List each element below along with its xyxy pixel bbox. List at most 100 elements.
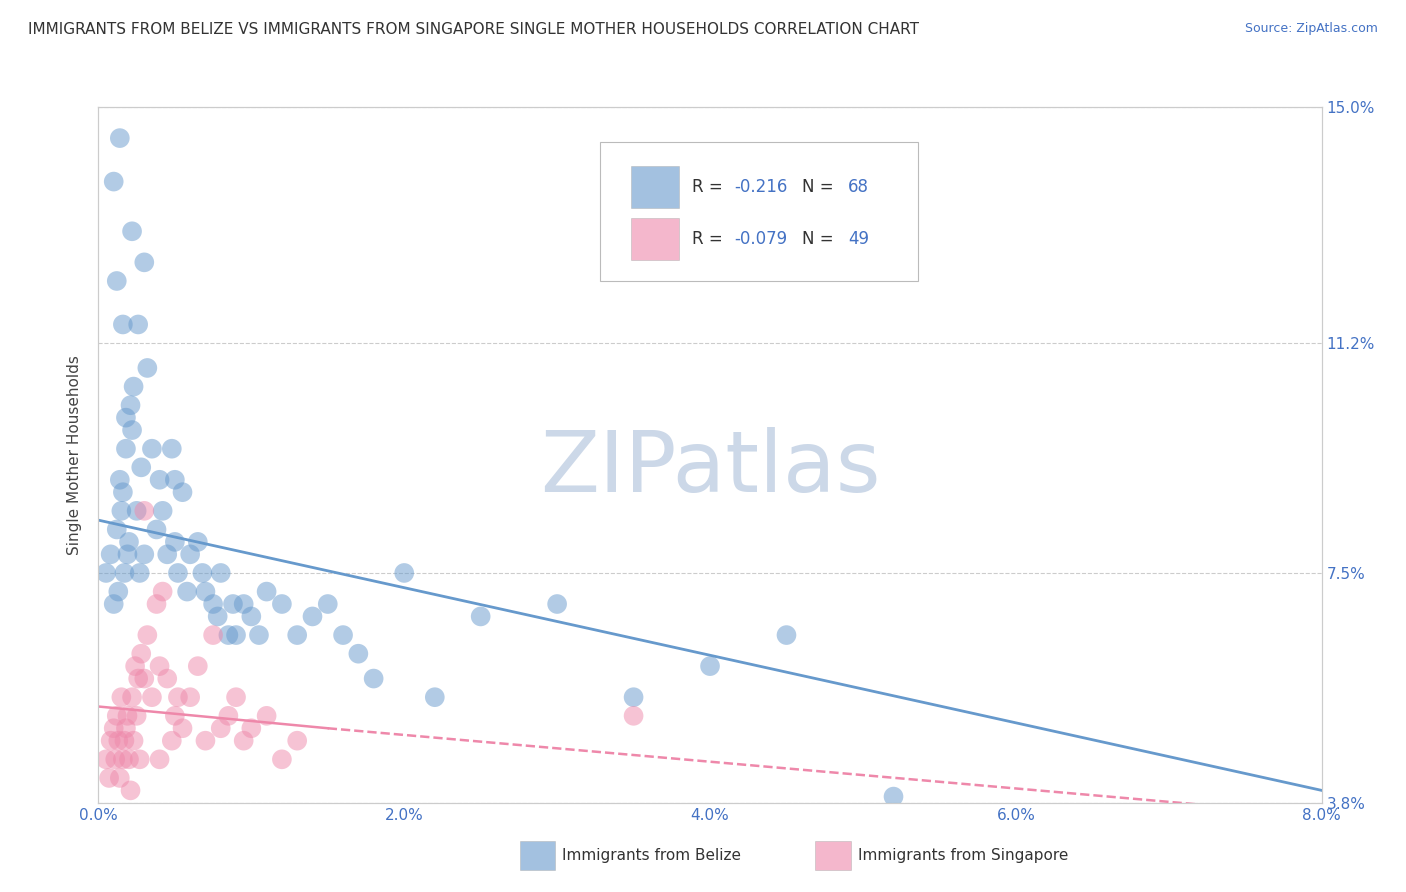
Point [225,628,247,642]
Bar [630,166,679,208]
Point [121,690,143,705]
Point [111,485,134,500]
Point [821,808,844,822]
Point [100,733,122,747]
Point [110,690,132,705]
Point [301,609,323,624]
Point [167,690,190,705]
Point [232,733,254,747]
Point [256,584,278,599]
Point [129,647,152,661]
Point [363,672,385,686]
Text: -0.079: -0.079 [734,230,787,248]
Point [172,721,194,735]
Point [122,379,145,393]
Point [128,752,150,766]
Point [108,473,131,487]
Point [118,752,141,766]
Point [423,690,446,705]
Point [163,473,186,487]
Point [217,708,239,723]
Point [149,752,172,766]
Text: Immigrants from Belize: Immigrants from Belize [562,848,741,863]
Point [94,752,117,766]
Point [129,460,152,475]
Text: Immigrants from Singapore: Immigrants from Singapore [858,848,1069,863]
Point [134,255,156,269]
Point [240,721,263,735]
Point [145,523,167,537]
Point [107,733,129,747]
Point [470,609,492,624]
Point [156,672,179,686]
Point [623,708,645,723]
Point [100,547,122,561]
Point [136,361,159,376]
Point [103,175,125,189]
Y-axis label: Single Mother Households: Single Mother Households [67,355,83,555]
Point [145,597,167,611]
Point [270,752,294,766]
Point [122,733,145,747]
Point [207,609,229,624]
Point [623,690,645,705]
Point [127,318,149,332]
Point [152,504,174,518]
Point [699,659,721,673]
Point [128,566,150,580]
Point [110,504,132,518]
Point [883,789,905,804]
Point [225,690,247,705]
Point [134,672,156,686]
Point [105,523,128,537]
Point [179,547,201,561]
Point [332,628,354,642]
Text: IMMIGRANTS FROM BELIZE VS IMMIGRANTS FROM SINGAPORE SINGLE MOTHER HOUSEHOLDS COR: IMMIGRANTS FROM BELIZE VS IMMIGRANTS FRO… [28,22,920,37]
Point [112,733,135,747]
Point [285,733,308,747]
Text: Source: ZipAtlas.com: Source: ZipAtlas.com [1244,22,1378,36]
Point [209,566,232,580]
Text: N =: N = [801,230,838,248]
Point [125,504,148,518]
Point [247,628,270,642]
Point [775,628,797,642]
Point [163,708,186,723]
Point [98,771,121,785]
Point [194,584,217,599]
Point [111,752,134,766]
Point [191,566,214,580]
Point [160,733,183,747]
Point [222,597,245,611]
Point [121,224,143,238]
Text: ZIPatlas: ZIPatlas [540,427,880,510]
Point [120,783,142,797]
Point [115,442,138,456]
Text: 68: 68 [848,178,869,196]
Point [187,659,209,673]
Text: 49: 49 [848,230,869,248]
Point [160,442,183,456]
Point [187,534,209,549]
Point [125,708,148,723]
Point [118,534,141,549]
Point [179,690,201,705]
Point [172,485,194,500]
Point [120,398,142,412]
Point [202,628,225,642]
Point [176,584,198,599]
Point [115,721,138,735]
Point [316,597,339,611]
Text: -0.216: -0.216 [734,178,787,196]
Point [108,771,131,785]
Point [107,584,129,599]
Point [392,566,416,580]
Point [124,659,146,673]
Point [134,547,156,561]
Point [105,274,128,288]
Point [127,672,149,686]
Point [112,566,135,580]
Point [209,721,232,735]
Point [285,628,308,642]
Point [104,752,127,766]
